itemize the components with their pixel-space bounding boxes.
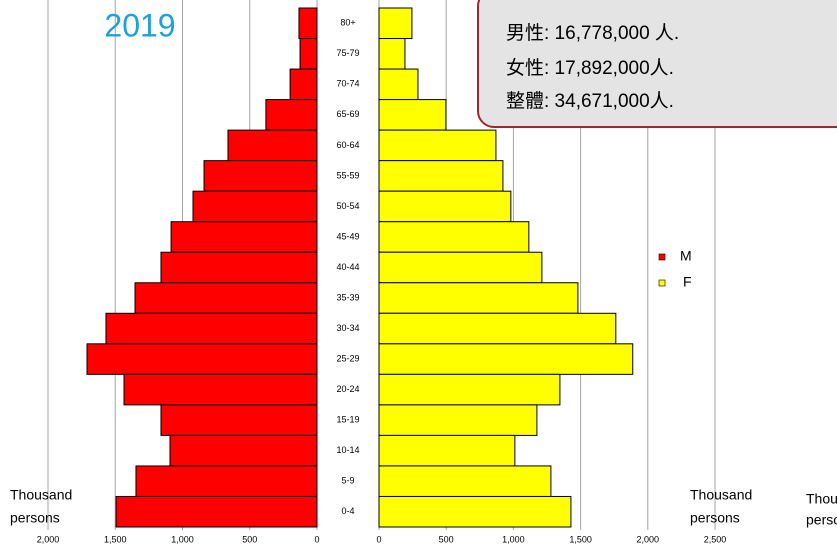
bar [169, 434, 318, 467]
bar [298, 7, 318, 40]
annotation: 女性: 17,892,000人. [506, 57, 674, 79]
bar [227, 129, 318, 162]
y-tick-label: 5-9 [341, 476, 354, 486]
y-tick-label: 70-74 [336, 79, 359, 89]
x-tick-label: 2,000 [637, 534, 660, 544]
bar [378, 221, 530, 253]
x-axis-label: Thousand [806, 491, 837, 507]
bar [289, 68, 318, 101]
bar [203, 160, 318, 192]
x-tick-label: 0 [376, 534, 381, 544]
x-tick-label: 2,500 [704, 534, 727, 544]
x-tick-label: 500 [242, 534, 257, 544]
bar [378, 190, 512, 223]
bar [134, 282, 318, 314]
x-tick-label: 2,000 [37, 534, 60, 544]
bar [105, 312, 318, 345]
bar [378, 68, 419, 101]
y-tick-label: 40-44 [336, 262, 359, 272]
bar [378, 99, 447, 131]
y-tick-label: 30-34 [336, 323, 359, 333]
x-tick-label: 1,000 [171, 534, 194, 544]
x-tick-label: 1,500 [104, 534, 127, 544]
y-tick-label: 0-4 [341, 506, 354, 516]
annotation: 整體: 34,671,000人. [506, 90, 674, 112]
bar [378, 129, 497, 162]
bar [115, 495, 318, 528]
y-tick-label: 20-24 [336, 384, 359, 394]
bar [378, 495, 572, 528]
y-tick-label: 35-39 [336, 292, 359, 302]
bar [299, 38, 318, 70]
x-axis-label: persons [806, 512, 837, 528]
bar [378, 343, 634, 375]
y-tick-label: 25-29 [336, 353, 359, 363]
y-tick-label: 65-69 [336, 109, 359, 119]
bar [378, 160, 504, 192]
legend-label: M [680, 248, 692, 264]
y-tick-label: 15-19 [336, 415, 359, 425]
x-tick-label: 1,500 [569, 534, 592, 544]
bar [192, 190, 318, 223]
y-tick-label: 75-79 [336, 48, 359, 58]
x-tick-label: 1,000 [502, 534, 525, 544]
bar [170, 221, 318, 253]
y-tick-label: 55-59 [336, 170, 359, 180]
bar [86, 343, 318, 375]
chart-title: 2019 [104, 7, 175, 43]
bar [378, 251, 543, 284]
x-tick-label: 500 [439, 534, 454, 544]
bar [160, 251, 318, 284]
x-axis-label: persons [10, 510, 60, 526]
bar [378, 7, 413, 40]
bar [378, 465, 552, 497]
y-tick-label: 10-14 [336, 445, 359, 455]
annotation-box [477, 0, 837, 128]
bar [378, 312, 617, 345]
x-tick-label: 0 [314, 534, 319, 544]
bar [378, 434, 516, 467]
bars [86, 7, 634, 528]
y-tick-label: 45-49 [336, 231, 359, 241]
bar [378, 404, 538, 436]
x-axis-label: Thousand [10, 487, 72, 503]
bar [378, 282, 579, 314]
bar [123, 373, 318, 406]
bar [378, 38, 406, 70]
y-tick-label: 80+ [340, 18, 355, 28]
y-tick-label: 50-54 [336, 201, 359, 211]
x-axis-label: Thousand [690, 487, 752, 503]
bar [160, 404, 318, 436]
legend-swatch [658, 279, 666, 287]
bar [378, 373, 561, 406]
bar [265, 99, 318, 131]
legend-label: F [683, 274, 692, 290]
bar [135, 465, 318, 497]
y-tick-label: 60-64 [336, 140, 359, 150]
x-axis-label: persons [690, 510, 740, 526]
annotation: 男性: 16,778,000 人. [506, 22, 679, 44]
legend-swatch [658, 253, 666, 261]
